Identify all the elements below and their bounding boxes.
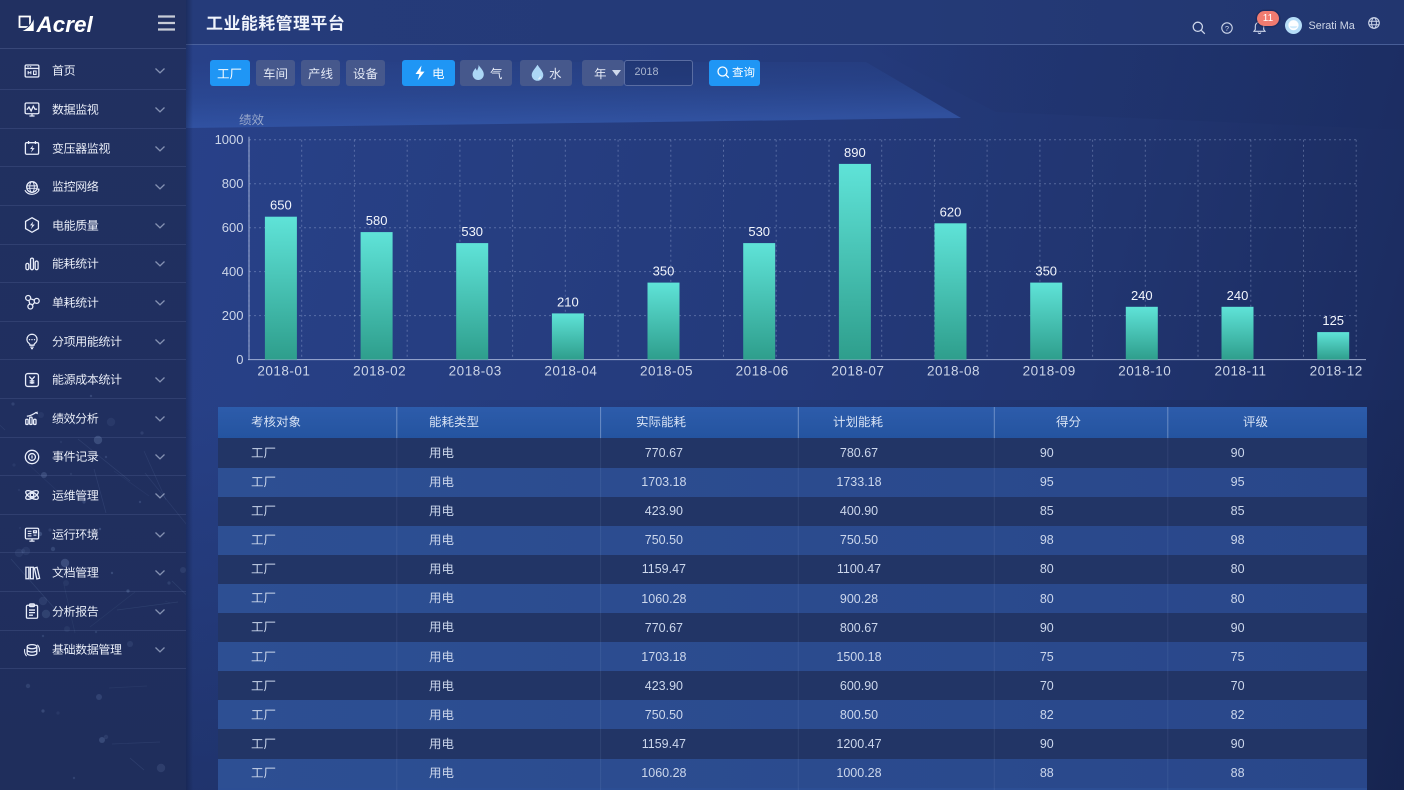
svg-text:Acrel: Acrel — [36, 12, 94, 37]
svg-text:400: 400 — [222, 264, 244, 279]
svg-text:125: 125 — [1322, 313, 1344, 328]
svg-text:0: 0 — [236, 352, 243, 367]
svg-text:800: 800 — [222, 176, 244, 191]
svg-text:2018-10: 2018-10 — [1118, 364, 1171, 379]
svg-text:2018-03: 2018-03 — [449, 364, 502, 379]
svg-text:2018-04: 2018-04 — [544, 364, 597, 379]
svg-text:530: 530 — [461, 224, 483, 239]
svg-text:2018-05: 2018-05 — [640, 364, 693, 379]
svg-text:2018-12: 2018-12 — [1310, 364, 1363, 379]
svg-text:350: 350 — [1035, 264, 1057, 279]
svg-text:650: 650 — [270, 198, 292, 213]
svg-text:350: 350 — [653, 264, 675, 279]
svg-text:210: 210 — [557, 294, 579, 309]
svg-text:580: 580 — [366, 213, 388, 228]
svg-text:600: 600 — [222, 220, 244, 235]
svg-text:240: 240 — [1227, 288, 1249, 303]
svg-text:2018-11: 2018-11 — [1214, 364, 1266, 379]
svg-text:620: 620 — [940, 204, 962, 219]
svg-text:2018-01: 2018-01 — [257, 364, 310, 379]
svg-text:?: ? — [1225, 23, 1229, 32]
svg-text:200: 200 — [222, 308, 244, 323]
svg-text:2018-07: 2018-07 — [831, 364, 884, 379]
svg-text:2018-06: 2018-06 — [736, 364, 789, 379]
svg-text:530: 530 — [748, 224, 770, 239]
svg-text:1000: 1000 — [215, 132, 244, 147]
svg-text:2018-08: 2018-08 — [927, 364, 980, 379]
svg-text:240: 240 — [1131, 288, 1153, 303]
svg-text:2018-09: 2018-09 — [1023, 364, 1076, 379]
svg-text:890: 890 — [844, 145, 866, 160]
svg-text:2018-02: 2018-02 — [353, 364, 406, 379]
